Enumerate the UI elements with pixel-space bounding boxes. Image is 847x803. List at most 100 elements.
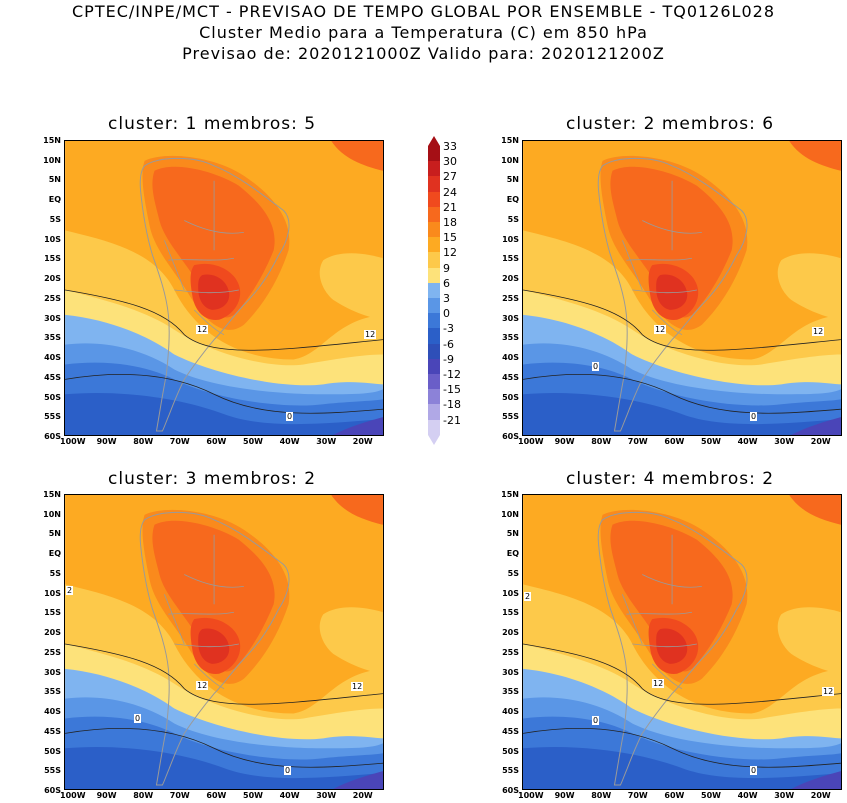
latitude-tick-label: 45S [502,726,519,736]
latitude-tick-label: 35S [502,333,519,343]
longitude-tick-label: 20W [810,437,831,446]
contour-label: 12 [196,325,209,334]
longitude-tick-label: 80W [133,791,154,800]
colorbar-segment [428,161,440,177]
longitude-tick-label: 90W [96,437,117,446]
latitude-tick-label: 35S [44,687,61,697]
contour-label: 12 [654,325,667,334]
longitude-tick-label: 40W [737,791,758,800]
contour-label: 0 [592,362,600,371]
panel-3-title: cluster: 3 membros: 2 [108,469,317,489]
longitude-tick-label: 50W [701,791,721,800]
longitude-tick-label: 30W [774,791,795,800]
map-panel-1 [64,140,384,436]
latitude-tick-label: EQ [506,195,519,205]
latitude-tick-label: 40S [44,707,61,717]
contour-label: 12 [351,682,364,691]
colorbar-segment [428,374,440,390]
colorbar-label: 12 [443,246,457,260]
colorbar-segment [428,191,440,208]
longitude-tick-label: 50W [243,437,263,446]
latitude-tick-label: EQ [48,549,61,559]
latitude-tick-label: 20S [44,274,61,284]
colorbar-label: 33 [443,140,457,153]
colorbar-segment [428,146,440,162]
colorbar-segment [428,358,440,375]
latitude-tick-label: 10S [502,234,519,244]
latitude-tick-label: 5N [48,175,61,185]
colorbar-segment [428,222,440,238]
colorbar-segment [428,206,440,223]
colorbar-segment [428,404,440,421]
latitude-tick-label: 10N [43,509,61,519]
longitude-tick-label: 90W [554,437,575,446]
latitude-tick-label: 50S [502,746,519,756]
longitude-tick-label: 60W [206,791,227,800]
latitude-tick-label: 20S [502,628,519,638]
latitude-tick-label: 45S [44,372,61,382]
latitude-tick-label: 15N [43,490,61,499]
latitude-tick-label: 30S [502,667,519,677]
latitude-tick-label: 45S [502,372,519,382]
longitude-tick-label: 90W [554,791,575,800]
latitude-tick-label: 25S [502,647,519,657]
colorbar-label: 30 [443,155,457,169]
colorbar-label: 24 [443,185,457,199]
latitude-tick-label: 15S [502,254,519,264]
contour-label: 0 [750,412,758,421]
longitude-tick-label: 20W [352,437,373,446]
header-line3: Previsao de: 2020121000Z Valido para: 20… [182,44,665,63]
colorbar-label: 9 [443,261,450,275]
map-panel-4 [522,494,842,790]
contour-label: 2 [66,586,74,595]
latitude-tick-label: 10N [501,509,519,519]
longitude-tick-label: 100W [518,437,544,446]
latitude-tick-label: 5S [49,568,61,578]
colorbar-label: 0 [443,307,450,321]
latitude-tick-label: 30S [44,313,61,323]
colorbar-label: -6 [443,337,454,351]
latitude-tick-label: 60S [44,432,61,441]
latitude-tick-label: 15S [44,608,61,618]
longitude-tick-label: 60W [664,791,685,800]
latitude-tick-label: 50S [44,392,61,402]
longitude-tick-label: 70W [627,437,648,446]
colorbar-label: -12 [443,368,461,381]
latitude-tick-label: 20S [44,628,61,638]
contour-label: 12 [812,327,825,336]
latitude-tick-label: 50S [502,392,519,402]
longitude-tick-label: 90W [96,791,117,800]
latitude-tick-label: 40S [502,707,519,717]
latitude-tick-label: 10N [501,155,519,165]
longitude-tick-label: 40W [279,437,300,446]
latitude-tick-label: 10S [44,234,61,244]
latitude-tick-label: 10N [43,155,61,165]
colorbar-label: 3 [443,292,450,305]
latitude-tick-label: EQ [506,549,519,559]
latitude-tick-label: 40S [502,353,519,363]
colorbar-label: -21 [443,413,461,427]
longitude-tick-label: 80W [133,437,154,446]
contour-label: 0 [284,766,292,775]
colorbar-segment [428,328,440,345]
longitude-tick-label: 80W [591,791,612,800]
colorbar-label: 6 [443,276,450,290]
map-panel-3 [64,494,384,790]
latitude-tick-label: 60S [44,786,61,795]
colorbar-label: -18 [443,398,461,412]
colorbar-segment [428,282,440,299]
latitude-tick-label: 5S [507,214,519,224]
panel-1-title: cluster: 1 membros: 5 [108,114,317,134]
longitude-tick-label: 70W [169,791,190,800]
colorbar-label: 27 [443,170,457,184]
colorbar-segment [428,267,440,284]
colorbar-segment [428,298,440,314]
latitude-tick-label: EQ [48,195,61,205]
longitude-tick-label: 50W [243,791,263,800]
longitude-tick-label: 30W [774,437,795,446]
latitude-tick-label: 10S [502,588,519,598]
latitude-tick-label: 35S [44,333,61,343]
latitude-tick-label: 55S [44,766,61,776]
colorbar-label: -9 [443,352,454,366]
latitude-tick-label: 55S [502,412,519,422]
